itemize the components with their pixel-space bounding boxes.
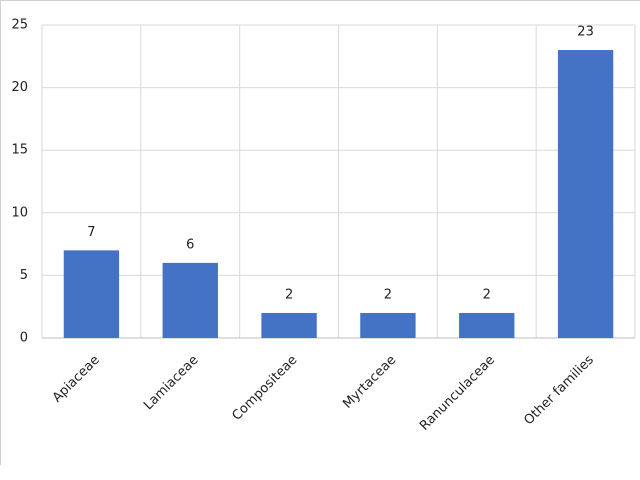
y-tick-label: 0 bbox=[20, 331, 28, 346]
x-tick-label: Ranunculaceae bbox=[417, 353, 498, 434]
data-label: 23 bbox=[577, 25, 594, 40]
bar bbox=[162, 262, 218, 338]
data-label: 7 bbox=[87, 225, 95, 240]
y-tick-label: 20 bbox=[11, 80, 28, 95]
data-label: 6 bbox=[186, 237, 194, 252]
y-tick-label: 5 bbox=[20, 268, 28, 283]
data-label: 2 bbox=[285, 287, 293, 302]
data-label: 2 bbox=[384, 287, 392, 302]
x-tick-label: Myrtaceae bbox=[340, 353, 399, 412]
x-tick-label: Lamiaceae bbox=[141, 353, 202, 414]
data-label: 2 bbox=[483, 287, 491, 302]
bar bbox=[557, 50, 614, 338]
bar bbox=[360, 312, 416, 338]
x-tick-label: Apiaceae bbox=[50, 353, 103, 406]
bar bbox=[261, 312, 317, 338]
y-tick-label: 25 bbox=[11, 18, 28, 33]
x-tick-label: Other families bbox=[521, 353, 597, 429]
y-tick-label: 10 bbox=[11, 205, 28, 220]
y-tick-label: 15 bbox=[11, 143, 28, 158]
x-tick-label: Compositeae bbox=[229, 353, 300, 424]
bar bbox=[459, 312, 515, 338]
bar bbox=[63, 250, 120, 338]
